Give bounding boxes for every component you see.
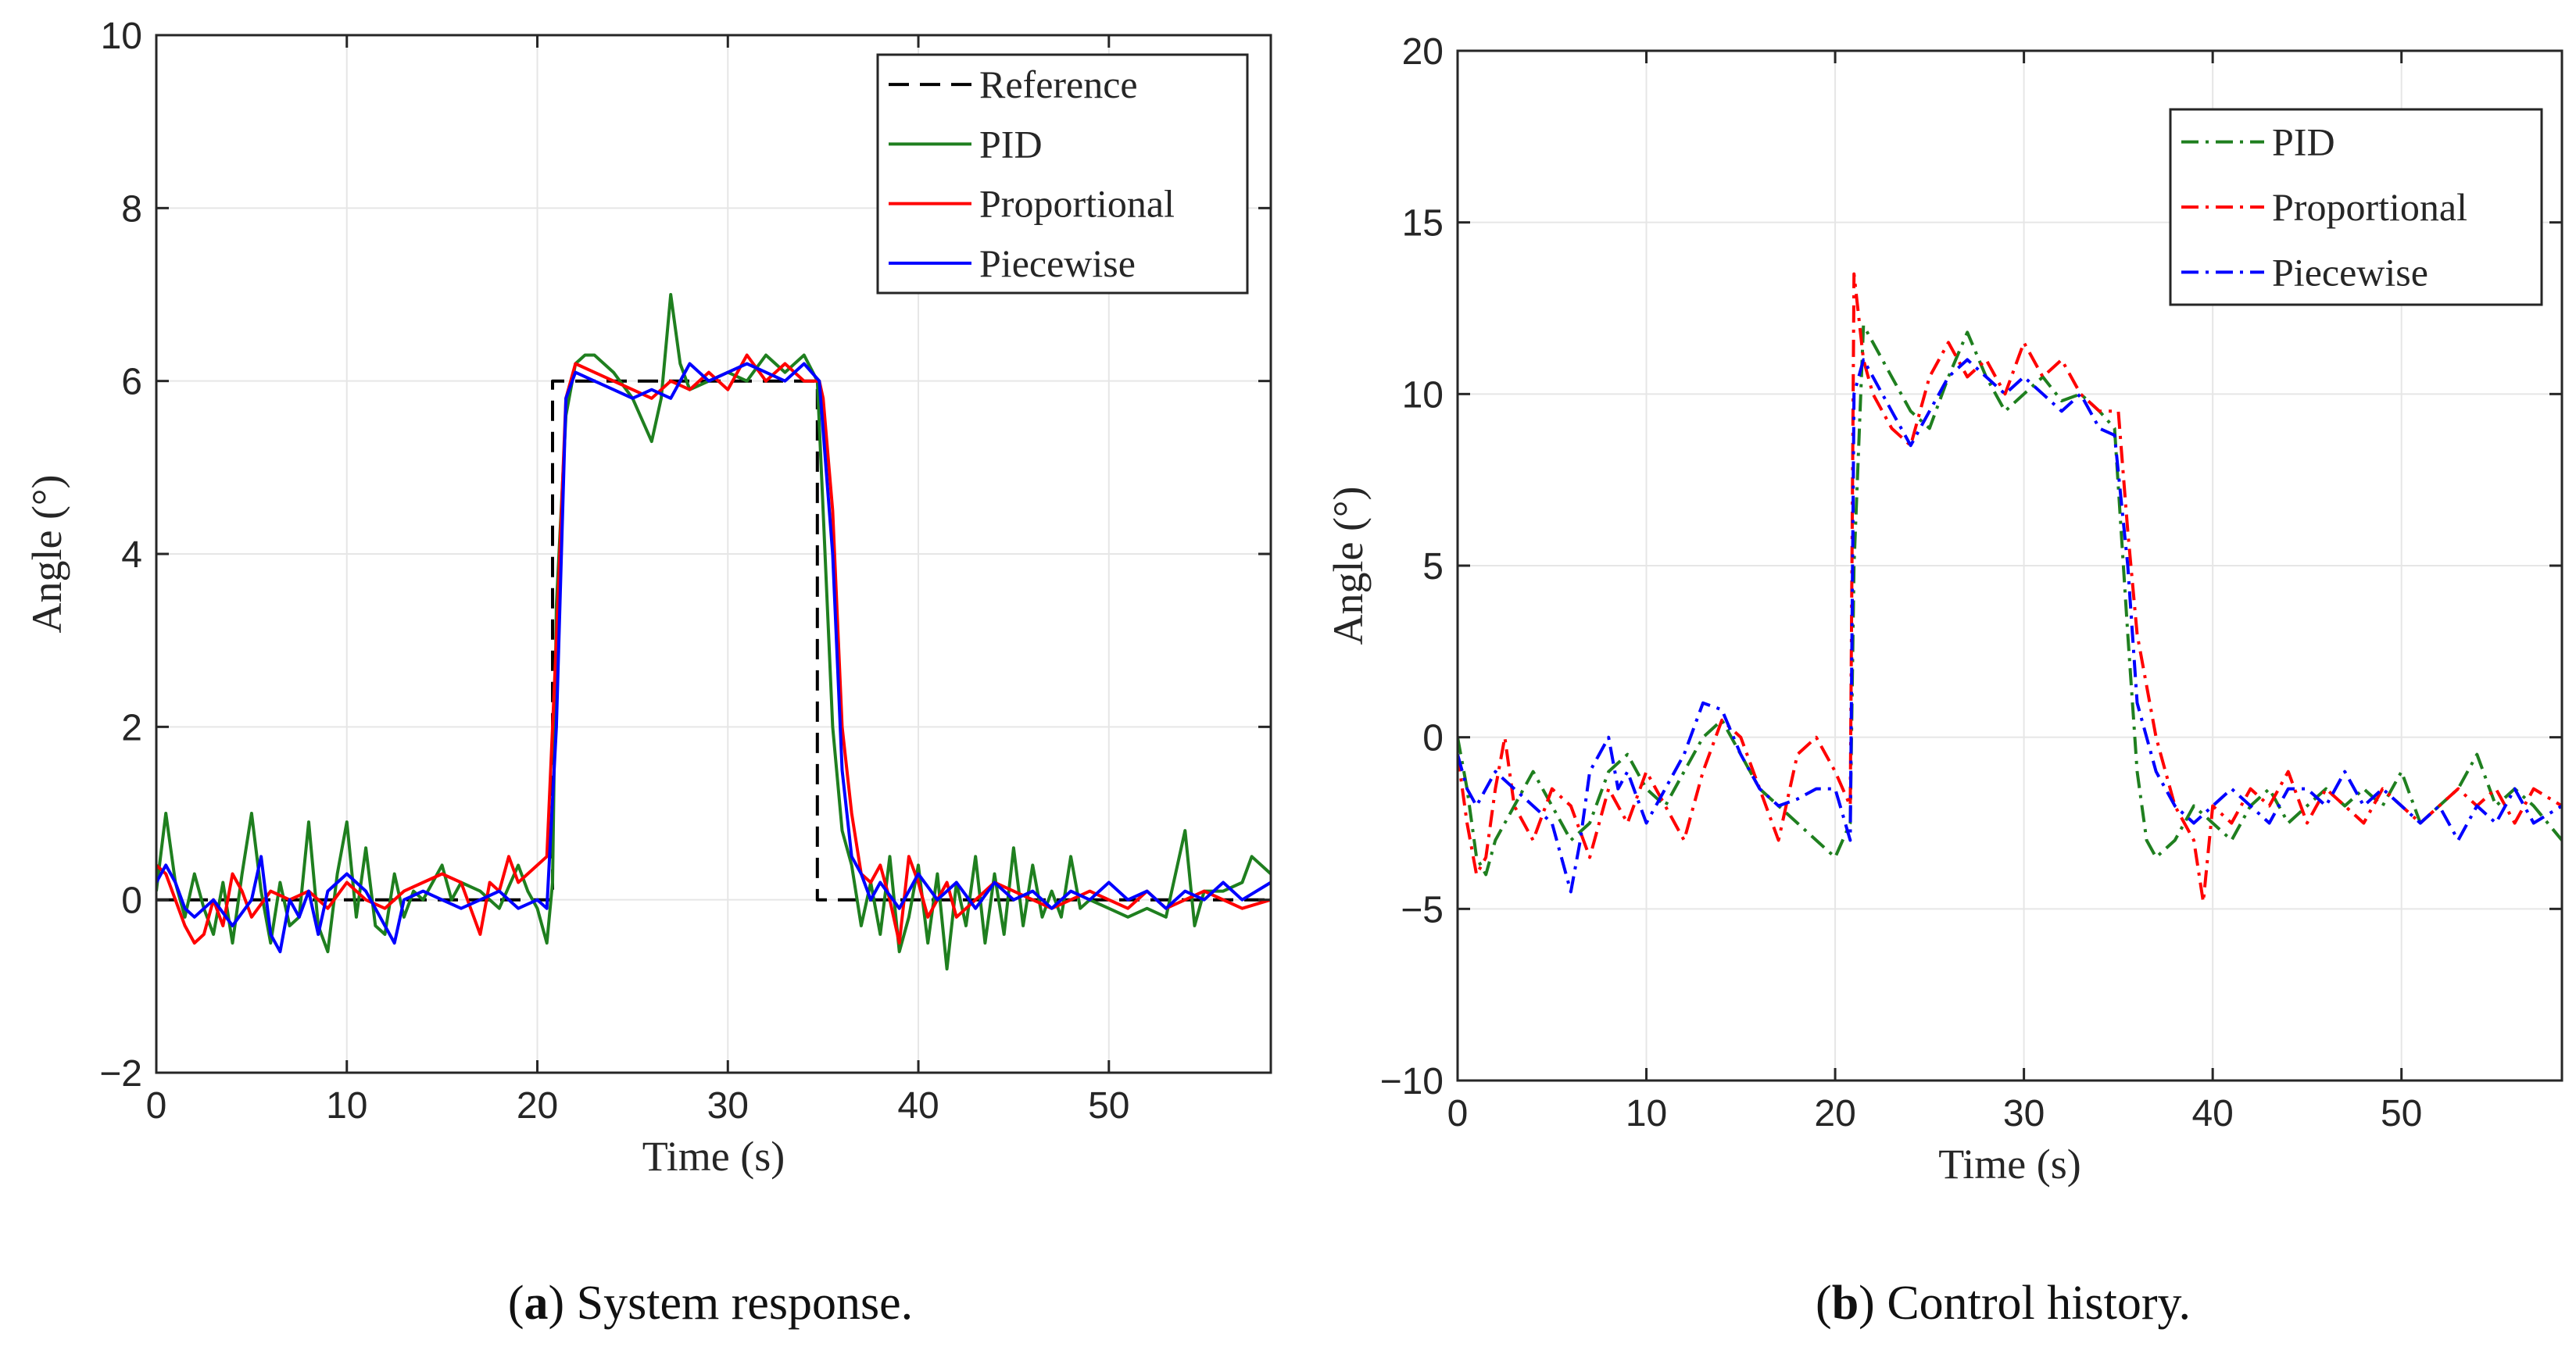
legend-label-pid: PID: [2272, 120, 2335, 164]
x-tick-label: 50: [2381, 1093, 2422, 1134]
series-group: [1458, 272, 2562, 904]
x-axis-title: Time (s): [1938, 1141, 2081, 1188]
x-tick-label: 10: [1626, 1093, 1667, 1134]
legend: Reference PID Proportional Piecewise: [876, 53, 1249, 295]
y-axis-title: Angle (°): [23, 474, 70, 633]
legend-label-proportional: Proportional: [979, 182, 1175, 226]
x-tick-label: 20: [1814, 1093, 1855, 1134]
caption-system-response: (a) System response.: [508, 1277, 913, 1330]
x-tick-label: 40: [897, 1085, 939, 1127]
chart-control-history: 0 10 20 30 40 50 −10 −5 0 5 10 15 20 Time (s) Angle (°…: [1325, 31, 2563, 1188]
x-tick-label: 50: [1088, 1085, 1129, 1127]
y-tick-label: −2: [99, 1053, 142, 1095]
legend-box: [876, 53, 1249, 295]
x-axis-title: Time (s): [642, 1133, 785, 1180]
y-axis-title: Angle (°): [1325, 486, 1372, 645]
y-tick-label: −5: [1401, 889, 1444, 931]
x-tick-label: 0: [146, 1085, 167, 1127]
series-line-piecewise: [156, 362, 1271, 954]
caption-control-history: (b) Control history.: [1816, 1277, 2191, 1330]
legend-label-pid: PID: [979, 122, 1043, 166]
legend-label-proportional: Proportional: [2272, 185, 2467, 229]
y-tick-label: 5: [1422, 546, 1444, 588]
y-tick-label: −10: [1380, 1061, 1444, 1102]
x-tick-label: 40: [2191, 1093, 2233, 1134]
x-tick-label: 0: [1447, 1093, 1469, 1134]
legend: PID Proportional Piecewise: [2169, 108, 2543, 306]
y-tick-label: 15: [1402, 203, 1444, 245]
y-tick-label: 20: [1402, 31, 1444, 73]
x-tick-label: 30: [707, 1085, 749, 1127]
y-tick-label: 8: [121, 188, 142, 230]
x-tick-label: 30: [2003, 1093, 2045, 1134]
x-tick-label: 10: [326, 1085, 367, 1127]
y-tick-label: 6: [121, 362, 142, 403]
y-tick-label: 10: [1402, 374, 1444, 416]
y-tick-label: 0: [121, 881, 142, 922]
series-line-piecewise: [1458, 358, 2562, 894]
series-line-proportional: [1458, 272, 2562, 904]
y-tick-label: 0: [1422, 718, 1444, 759]
series-line-pid: [156, 293, 1271, 971]
legend-label-piecewise: Piecewise: [979, 241, 1136, 285]
x-tick-label: 20: [517, 1085, 558, 1127]
series-group: [156, 293, 1271, 971]
y-tick-label: 10: [101, 16, 142, 57]
series-line-pid: [1458, 323, 2562, 877]
y-tick-label: 2: [121, 707, 142, 748]
legend-label-piecewise: Piecewise: [2272, 250, 2428, 294]
y-tick-label: 4: [121, 534, 142, 576]
legend-label-reference: Reference: [979, 63, 1138, 106]
